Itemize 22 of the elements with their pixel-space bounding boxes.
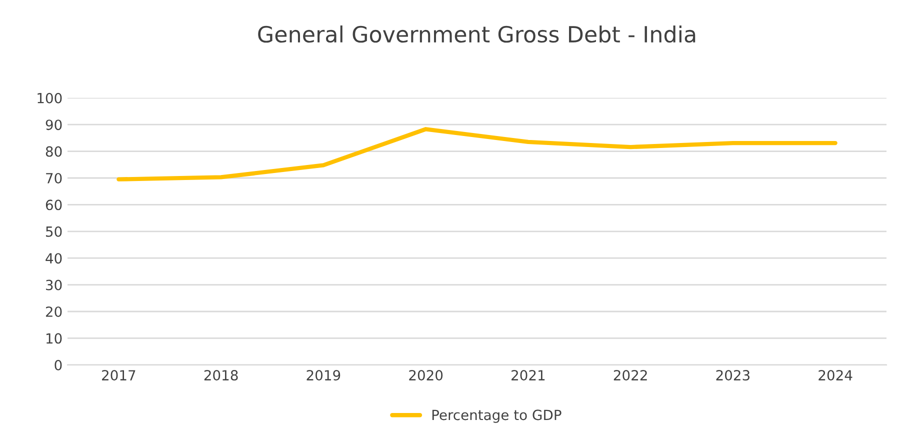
y-tick-label: 70 <box>46 172 62 184</box>
line-series <box>116 127 838 182</box>
y-tick-label: 40 <box>46 253 62 264</box>
x-tick-label: 2019 <box>306 370 340 381</box>
x-tick-label: 2022 <box>614 370 647 381</box>
x-tick-label: 2020 <box>409 370 443 381</box>
chart-title: General Government Gross Debt - India <box>258 25 696 43</box>
x-tick-label: 2018 <box>204 370 238 381</box>
y-tick-label: 0 <box>54 360 62 370</box>
x-tick-label: 2017 <box>102 370 136 381</box>
y-tick-label: 50 <box>46 226 62 237</box>
x-tick-label: 2024 <box>818 370 852 381</box>
y-tick-label: 30 <box>46 280 62 290</box>
y-tick-label: 80 <box>46 146 62 157</box>
y-tick-label: 10 <box>46 333 62 344</box>
legend-label: Percentage to GDP <box>432 410 562 423</box>
y-tick-label: 20 <box>46 306 62 317</box>
y-tick-label: 100 <box>38 92 62 104</box>
x-tick-label: 2023 <box>716 370 750 381</box>
y-tick-label: 90 <box>46 120 62 130</box>
y-tick-label: 60 <box>46 200 62 210</box>
x-tick-label: 2021 <box>512 370 545 381</box>
